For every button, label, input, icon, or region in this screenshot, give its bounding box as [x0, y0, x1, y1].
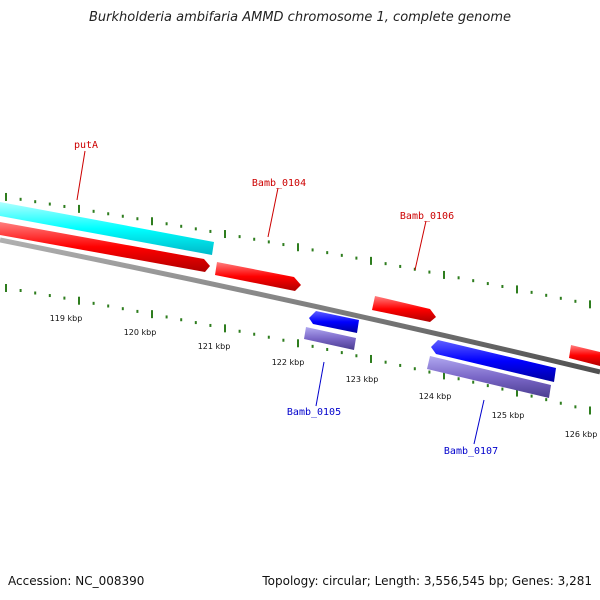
outer-tick-row — [5, 192, 591, 309]
bamb-0107-leader — [473, 399, 485, 445]
bamb-0106-leader — [414, 220, 427, 271]
scale-label: 122 kbp — [272, 358, 305, 367]
gene-bamb-0104-arrow — [215, 262, 301, 291]
scale-label: 126 kbp — [565, 430, 598, 439]
gene-label-bamb-0107: Bamb_0107 — [444, 446, 498, 457]
gene-putA-arrow — [0, 222, 210, 272]
gene-label-putA: putA — [74, 140, 98, 151]
scale-label: 120 kbp — [124, 328, 157, 337]
inner-tick-row — [5, 284, 591, 415]
scale-label: 121 kbp — [198, 342, 231, 351]
gene-label-bamb-0106: Bamb_0106 — [400, 211, 454, 222]
scale-label: 125 kbp — [492, 411, 525, 420]
cyan-feature — [0, 202, 214, 255]
gene-right-edge-arrow — [569, 345, 600, 366]
accession-text: Accession: NC_008390 — [8, 574, 145, 588]
scale-label: 123 kbp — [346, 375, 379, 384]
backbone — [0, 237, 600, 375]
scale-label: 124 kbp — [419, 392, 452, 401]
page-title: Burkholderia ambifaria AMMD chromosome 1… — [88, 10, 512, 25]
putA-leader — [76, 150, 86, 201]
gene-bamb-0105-pseudo — [304, 327, 356, 350]
gene-label-bamb-0105: Bamb_0105 — [287, 407, 341, 418]
gene-bamb-0105-arrow — [309, 311, 359, 333]
gene-bamb-0106-arrow — [372, 296, 436, 322]
gene-bamb-0107-arrow — [431, 340, 556, 382]
bamb-0104-leader — [267, 187, 279, 238]
gene-label-bamb-0104: Bamb_0104 — [252, 178, 306, 189]
bamb-0105-leader — [315, 361, 325, 407]
gene-bamb-0107-pseudo — [427, 356, 551, 398]
genome-summary-text: Topology: circular; Length: 3,556,545 bp… — [262, 574, 592, 588]
scale-label: 119 kbp — [50, 314, 83, 323]
